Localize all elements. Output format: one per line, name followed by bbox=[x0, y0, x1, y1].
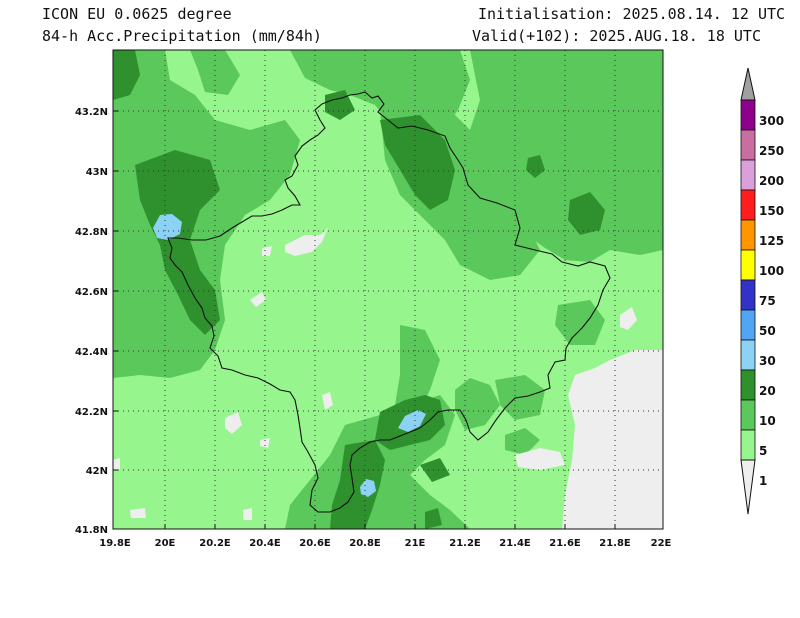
lon-label: 20.8E bbox=[349, 538, 381, 549]
latitude-labels: 43.2N 43N 42.8N 42.6N 42.4N 42.2N 42N 41… bbox=[75, 107, 108, 536]
colorbar-swatch-250-300 bbox=[740, 99, 756, 131]
colorbar-swatch-50-75 bbox=[740, 279, 756, 311]
colorbar-label: 5 bbox=[759, 444, 767, 458]
lat-label: 42N bbox=[86, 466, 108, 477]
colorbar-label: 10 bbox=[759, 414, 776, 428]
colorbar-swatch-5-10 bbox=[740, 399, 756, 431]
lat-label: 43N bbox=[86, 167, 108, 178]
lon-label: 21E bbox=[405, 538, 426, 549]
colorbar-swatch-10-20 bbox=[740, 369, 756, 401]
lon-label: 21.8E bbox=[599, 538, 631, 549]
colorbar-swatch-30-50 bbox=[740, 309, 756, 341]
colorbar-label: 250 bbox=[759, 144, 784, 158]
colorbar-label: 200 bbox=[759, 174, 784, 188]
model-title: ICON EU 0.0625 degree bbox=[42, 5, 232, 23]
map-frame bbox=[112, 49, 664, 530]
lon-label: 20.4E bbox=[249, 538, 281, 549]
lon-label: 20.2E bbox=[199, 538, 231, 549]
lon-label: 21.6E bbox=[549, 538, 581, 549]
lon-label: 21.4E bbox=[499, 538, 531, 549]
colorbar-swatch-100-125 bbox=[740, 219, 756, 251]
colorbar-label: 1 bbox=[759, 474, 767, 488]
colorbar-label: 50 bbox=[759, 324, 776, 338]
valid-time: Valid(+102): 2025.AUG.18. 18 UTC bbox=[472, 27, 761, 45]
colorbar bbox=[740, 67, 756, 515]
colorbar-label: 300 bbox=[759, 114, 784, 128]
lon-label: 19.8E bbox=[99, 538, 131, 549]
init-time: Initialisation: 2025.08.14. 12 UTC bbox=[478, 5, 786, 23]
longitude-labels: 19.8E 20E 20.2E 20.4E 20.6E 20.8E 21E 21… bbox=[99, 538, 671, 549]
lat-label: 42.2N bbox=[75, 407, 108, 418]
colorbar-swatch-75-100 bbox=[740, 249, 756, 281]
colorbar-tip-bottom bbox=[740, 459, 756, 515]
precip-below-1-regions bbox=[113, 228, 663, 529]
colorbar-swatch-1-5 bbox=[740, 429, 756, 461]
lon-label: 21.2E bbox=[449, 538, 481, 549]
colorbar-labels: 1 5 10 20 30 50 75 100 125 150 200 250 3… bbox=[759, 114, 784, 488]
precip-5-10-regions bbox=[113, 50, 663, 529]
precip-10-20-regions bbox=[113, 50, 605, 529]
lat-label: 43.2N bbox=[75, 107, 108, 118]
colorbar-label: 75 bbox=[759, 294, 776, 308]
lon-label: 20E bbox=[155, 538, 176, 549]
lat-label: 41.8N bbox=[75, 525, 108, 536]
map-grid bbox=[113, 50, 663, 529]
precipitation-field bbox=[113, 50, 663, 529]
colorbar-swatch-125-150 bbox=[740, 189, 756, 221]
field-title: 84-h Acc.Precipitation (mm/84h) bbox=[42, 27, 322, 45]
colorbar-label: 20 bbox=[759, 384, 776, 398]
precip-20-30-regions bbox=[153, 214, 426, 497]
colorbar-label: 100 bbox=[759, 264, 784, 278]
colorbar-label: 30 bbox=[759, 354, 776, 368]
colorbar-label: 125 bbox=[759, 234, 784, 248]
lat-label: 42.8N bbox=[75, 227, 108, 238]
lat-label: 42.4N bbox=[75, 347, 108, 358]
colorbar-swatch-200-250 bbox=[740, 129, 756, 161]
colorbar-tip-top bbox=[740, 67, 756, 101]
lat-label: 42.6N bbox=[75, 287, 108, 298]
colorbar-swatch-150-200 bbox=[740, 159, 756, 191]
lon-label: 20.6E bbox=[299, 538, 331, 549]
border-line bbox=[167, 91, 611, 513]
colorbar-swatch-20-30 bbox=[740, 339, 756, 371]
lon-label: 22E bbox=[651, 538, 672, 549]
axis-ticks bbox=[113, 110, 616, 529]
colorbar-label: 150 bbox=[759, 204, 784, 218]
